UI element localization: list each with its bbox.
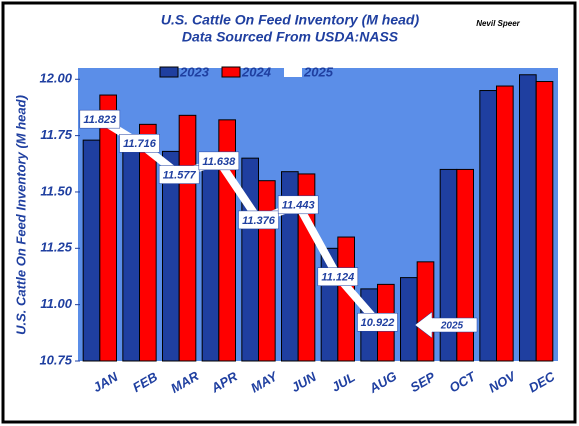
bar [258,180,276,362]
chart-subtitle: Data Sourced From USDA:NASS [182,29,399,45]
y-axis-label: U.S. Cattle On Feed Inventory (M head) [13,95,28,335]
annotation-arrow [414,311,478,339]
legend-swatch [284,67,302,77]
data-label-box [158,165,200,184]
data-label: 11.823 [83,114,116,126]
bar [496,85,514,362]
bar [99,94,117,362]
legend-swatch [221,66,241,78]
data-label: 11.376 [242,215,276,227]
y-tick-label: 11.25 [40,240,72,255]
bar [535,81,554,362]
data-label-box [277,195,319,215]
legend-label: 2023 [179,64,210,79]
author: Nevil Speer [476,19,520,28]
bar [439,168,458,362]
data-label: 11.124 [321,272,354,284]
data-label-box [238,210,279,230]
legend-label: 2025 [303,64,334,79]
data-label-box [198,151,240,171]
bar [178,114,197,362]
data-label-box [317,267,359,286]
bar [139,123,157,362]
y-tick-label: 11.75 [40,127,72,142]
data-label: 11.443 [282,200,315,212]
annotation: 2025 [440,321,464,332]
bar [400,277,418,362]
data-label-box [79,109,121,129]
y-tick-label: 12.00 [39,71,72,86]
bar [456,168,474,362]
bar [479,90,497,362]
bar [519,74,537,362]
bar [201,164,220,362]
bar [241,157,259,362]
legend-swatch [159,66,179,78]
y-tick-label: 10.75 [39,352,72,367]
data-label-box [357,312,398,332]
chart-title: U.S. Cattle On Feed Inventory (M head) [161,12,420,28]
y-tick-label: 11.50 [40,183,72,198]
data-label: 11.638 [202,156,236,168]
bar [122,146,140,362]
bar [416,261,435,362]
data-label: 11.577 [163,170,197,182]
bar [82,139,101,362]
plot-area [78,68,558,361]
data-label: 10.922 [361,317,395,329]
y-tick-label: 11.00 [40,296,72,311]
legend-label: 2024 [241,64,272,79]
data-label-box [119,134,160,153]
data-label: 11.716 [123,138,157,150]
